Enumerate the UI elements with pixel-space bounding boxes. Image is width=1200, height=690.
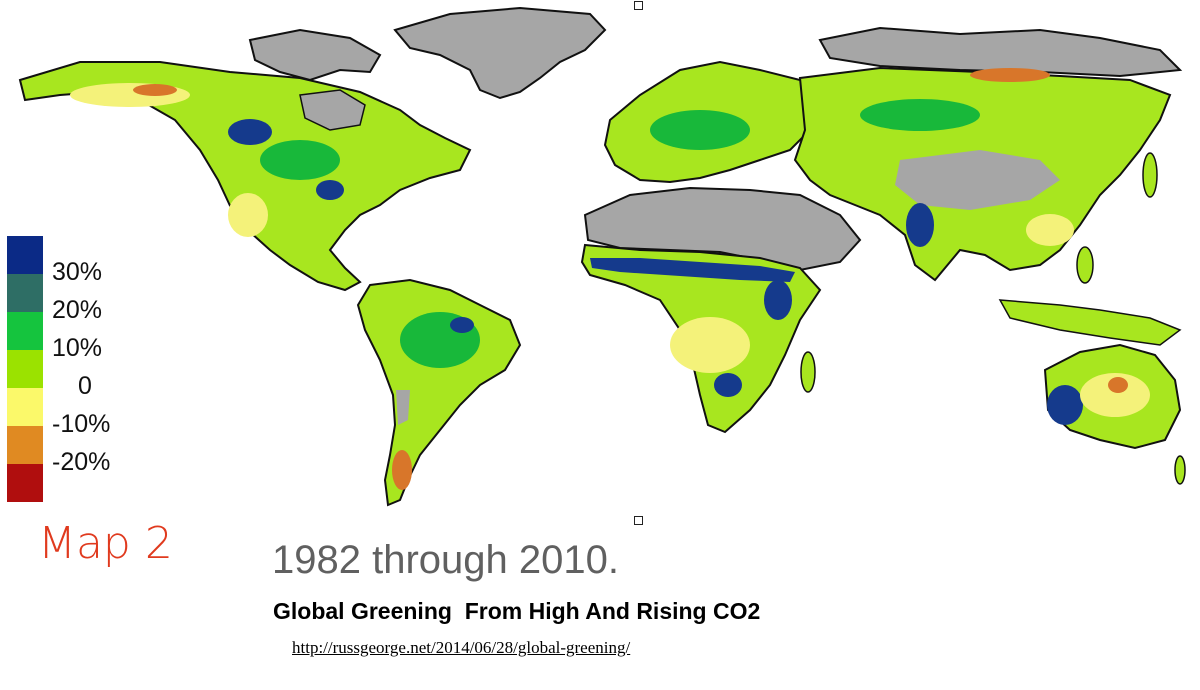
hudson-bay (299, 89, 366, 131)
na-sw-dry (228, 193, 268, 237)
africa-dry (670, 317, 750, 373)
sahara-arabia (583, 186, 862, 272)
world-map-svg (18, 6, 1186, 507)
na-wet-patch-3 (316, 180, 344, 200)
south-africa-strong (714, 373, 742, 397)
asia-wet-1 (860, 99, 980, 131)
legend-label: -20% (52, 448, 111, 476)
subtitle: Global Greening From High And Rising CO2 (273, 598, 761, 624)
asia-dry-1 (1026, 214, 1074, 246)
sa-loss-patch (392, 450, 412, 490)
sa-strong-patch (450, 317, 474, 333)
legend-swatch (7, 274, 43, 312)
na-wet-patch-2 (260, 140, 340, 180)
legend-labels: 30% 20% 10% 0 -10% -20% (0, 0, 150, 520)
legend-label: 0 (78, 372, 92, 400)
east-africa-strong (764, 280, 792, 320)
legend-label: 30% (52, 258, 103, 286)
philippines (1076, 246, 1094, 284)
asia-loss-1 (970, 68, 1050, 82)
asia-strong-india (906, 203, 934, 247)
madagascar (800, 351, 816, 393)
australia-loss (1108, 377, 1128, 393)
australia-strong (1047, 385, 1083, 425)
selection-handle-bottom[interactable] (634, 516, 643, 525)
legend-label: -10% (52, 410, 111, 438)
indonesia (998, 299, 1182, 346)
period-title: 1982 through 2010. (272, 538, 619, 582)
legend-swatch (7, 464, 43, 502)
andes-no-data (396, 390, 410, 425)
legend-swatch (7, 236, 43, 274)
source-link[interactable]: http://russgeorge.net/2014/06/28/global-… (292, 638, 631, 657)
legend-swatch (7, 426, 43, 464)
legend-color-bar (7, 236, 43, 502)
map-label: Map 2 (38, 518, 173, 569)
na-wet-patch-1 (228, 119, 272, 145)
legend-swatch (7, 350, 43, 388)
japan (1142, 152, 1158, 198)
arctic-russia (818, 26, 1183, 78)
legend-swatch (7, 388, 43, 426)
world-map (18, 6, 1186, 507)
canadian-arctic-islands (248, 28, 382, 82)
europe-wet (650, 110, 750, 150)
central-asia-no-data (895, 150, 1060, 210)
na-loss-patch (133, 84, 177, 96)
selection-handle-top[interactable] (634, 1, 643, 10)
new-zealand (1174, 455, 1186, 485)
legend-label: 20% (52, 296, 103, 324)
greenland (393, 6, 607, 100)
sahel-strong (590, 258, 795, 282)
australia-dry (1080, 373, 1150, 417)
legend-swatch (7, 312, 43, 350)
legend-label: 10% (52, 334, 103, 362)
